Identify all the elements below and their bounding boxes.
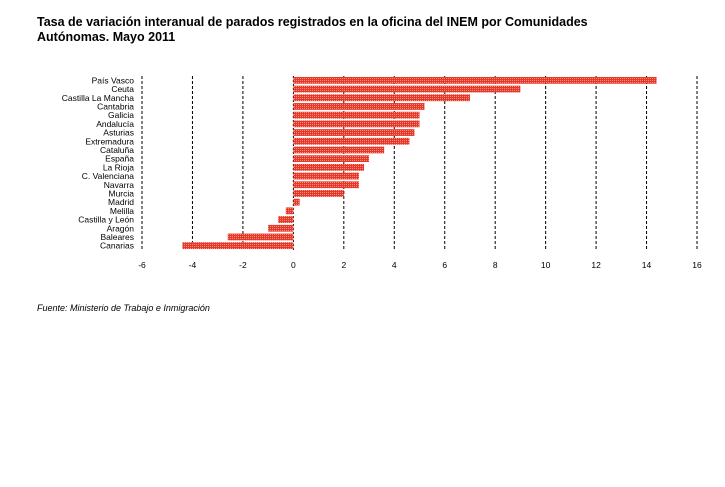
bar [285, 207, 294, 215]
category-label: Castilla La Mancha [62, 93, 135, 103]
category-label: Castilla y León [78, 215, 134, 225]
category-label: Murcia [108, 188, 134, 198]
bar [293, 120, 420, 128]
bar [293, 94, 470, 102]
category-label: Andalucía [96, 119, 134, 129]
x-tick-label: 8 [493, 260, 498, 270]
category-label: España [105, 154, 134, 164]
bar [293, 111, 420, 119]
x-tick-labels: -6 -4 -2 0 2 4 6 8 10 12 14 16 [138, 260, 702, 270]
chart-title-line-2: Autónomas. Mayo 2011 [37, 30, 176, 44]
chart-title: Tasa de variación interanual de parados … [37, 15, 677, 45]
bar [293, 163, 364, 171]
grid-lines [141, 76, 698, 250]
x-tick-label: 0 [291, 260, 296, 270]
bar [293, 137, 410, 145]
bar [293, 76, 657, 84]
source-note: Fuente: Ministerio de Trabajo e Inmigrac… [37, 303, 210, 313]
bar [278, 216, 294, 223]
x-tick-label: -6 [138, 260, 146, 270]
bar [293, 85, 521, 93]
bar [268, 224, 294, 232]
bar [293, 181, 359, 189]
x-tick-label: 2 [341, 260, 346, 270]
bars [182, 76, 657, 250]
x-tick-label: -4 [189, 260, 197, 270]
chart-title-line-1: Tasa de variación interanual de parados … [37, 15, 588, 29]
x-tick-label: -2 [239, 260, 247, 270]
bar [182, 242, 294, 250]
category-label: Canarias [100, 241, 134, 251]
category-label: Navarra [104, 180, 135, 190]
category-label: Extremadura [85, 136, 134, 146]
category-label: Madrid [108, 197, 134, 207]
bar [293, 129, 415, 136]
category-label: Cataluña [100, 145, 134, 155]
category-label: País Vasco [92, 75, 135, 85]
category-label: Galicia [108, 110, 134, 120]
x-tick-label: 6 [442, 260, 447, 270]
bar [293, 155, 370, 163]
x-tick-label: 12 [591, 260, 601, 270]
category-label: Melilla [110, 206, 134, 216]
category-label: Asturias [103, 128, 134, 138]
bar [293, 172, 359, 180]
category-label: Aragón [107, 223, 135, 233]
category-label: Ceuta [111, 84, 134, 94]
x-tick-label: 14 [642, 260, 652, 270]
category-label: C. Valenciana [82, 171, 135, 181]
bar [293, 103, 425, 110]
category-label: La Rioja [103, 162, 134, 172]
bar [293, 198, 300, 206]
bar [227, 233, 294, 241]
x-tick-label: 4 [392, 260, 397, 270]
category-label: Baleares [100, 232, 134, 242]
bar [293, 190, 344, 197]
category-label: Cantabria [97, 101, 134, 111]
x-tick-label: 16 [692, 260, 702, 270]
bar [293, 146, 385, 154]
x-tick-label: 10 [541, 260, 551, 270]
